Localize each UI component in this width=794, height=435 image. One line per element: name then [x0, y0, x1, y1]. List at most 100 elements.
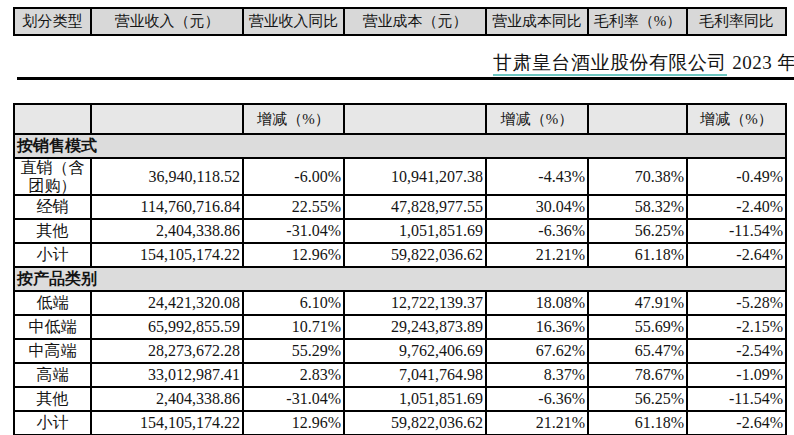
- revenue-cell: 154,105,174.22: [91, 243, 243, 267]
- revenue-cell: 36,940,118.52: [91, 158, 243, 195]
- col-header-revenue: 营业收入（元）: [91, 8, 243, 35]
- cost-yoy-cell: 16.36%: [486, 315, 588, 339]
- gross-margin-yoy-cell: -2.15%: [687, 315, 786, 339]
- gross-margin-cell: 55.69%: [588, 315, 687, 339]
- table-row-other-product: 其他 2,404,338.86 -31.04% 1,051,851.69 -6.…: [14, 387, 786, 411]
- gross-margin-cell: 61.18%: [588, 411, 687, 435]
- gross-margin-cell: 70.38%: [588, 158, 687, 195]
- revenue-yoy-cell: -31.04%: [243, 387, 344, 411]
- table-row-mid-high-end: 中高端 28,273,672.28 55.29% 9,762,406.69 67…: [14, 339, 786, 363]
- cost-yoy-cell: -4.43%: [486, 158, 588, 195]
- col-header-gross-margin-yoy: 毛利率同比: [687, 8, 786, 35]
- gross-margin-yoy-cell: -0.49%: [687, 158, 786, 195]
- subheader-cell: [588, 104, 687, 134]
- company-name-link[interactable]: 甘肃皇台酒业股份有限公司: [493, 52, 727, 76]
- cost-yoy-cell: -6.36%: [486, 387, 588, 411]
- revenue-cell: 24,421,320.08: [91, 291, 243, 315]
- cost-cell: 9,762,406.69: [344, 339, 486, 363]
- table-row-mid-low-end: 中低端 65,992,855.59 10.71% 29,243,873.89 1…: [14, 315, 786, 339]
- top-header-table: 划分类型 营业收入（元） 营业收入同比 营业成本（元） 营业成本同比 毛利率（%…: [13, 7, 787, 36]
- revenue-yoy-cell: 2.83%: [243, 363, 344, 387]
- cost-cell: 59,822,036.62: [344, 411, 486, 435]
- section-row-sales-mode: 按销售模式: [14, 134, 786, 158]
- revenue-cell: 154,105,174.22: [91, 411, 243, 435]
- cost-cell: 1,051,851.69: [344, 387, 486, 411]
- gross-margin-yoy-cell: -2.54%: [687, 339, 786, 363]
- row-label-cell: 小计: [14, 243, 91, 267]
- table-row-low-end: 低端 24,421,320.08 6.10% 12,722,139.37 18.…: [14, 291, 786, 315]
- revenue-cell: 65,992,855.59: [91, 315, 243, 339]
- col-header-type: 划分类型: [14, 8, 91, 35]
- revenue-yoy-cell: 55.29%: [243, 339, 344, 363]
- col-header-cost: 营业成本（元）: [344, 8, 486, 35]
- table-row-subtotal-sales-mode: 小计 154,105,174.22 12.96% 59,822,036.62 2…: [14, 243, 786, 267]
- gross-margin-cell: 61.18%: [588, 243, 687, 267]
- row-label-cell: 其他: [14, 387, 91, 411]
- cost-yoy-cell: 18.08%: [486, 291, 588, 315]
- gross-margin-cell: 47.91%: [588, 291, 687, 315]
- gross-margin-cell: 56.25%: [588, 387, 687, 411]
- table-row-other-sales-mode: 其他 2,404,338.86 -31.04% 1,051,851.69 -6.…: [14, 219, 786, 243]
- col-header-revenue-yoy: 营业收入同比: [243, 8, 344, 35]
- cost-yoy-cell: 21.21%: [486, 411, 588, 435]
- revenue-yoy-cell: 22.55%: [243, 195, 344, 219]
- section-title: 按销售模式: [14, 134, 786, 158]
- gross-margin-yoy-cell: -1.09%: [687, 363, 786, 387]
- row-label-cell: 中高端: [14, 339, 91, 363]
- cost-yoy-cell: 8.37%: [486, 363, 588, 387]
- gross-margin-yoy-cell: -2.64%: [687, 243, 786, 267]
- row-label-cell: 经销: [14, 195, 91, 219]
- revenue-cell: 2,404,338.86: [91, 387, 243, 411]
- row-label-cell: 高端: [14, 363, 91, 387]
- row-label-cell: 小计: [14, 411, 91, 435]
- cost-cell: 1,051,851.69: [344, 219, 486, 243]
- subheader-row: 增减（%） 增减（%） 增减（%）: [14, 104, 786, 134]
- report-page-header: 甘肃皇台酒业股份有限公司 2023 年年度报告全: [493, 50, 794, 76]
- revenue-cell: 28,273,672.28: [91, 339, 243, 363]
- revenue-cell: 33,012,987.41: [91, 363, 243, 387]
- subheader-cell: [344, 104, 486, 134]
- revenue-yoy-cell: 12.96%: [243, 243, 344, 267]
- cost-cell: 29,243,873.89: [344, 315, 486, 339]
- cost-cell: 10,941,207.38: [344, 158, 486, 195]
- cost-cell: 59,822,036.62: [344, 243, 486, 267]
- report-title-text: 2023 年年度报告全: [727, 52, 794, 73]
- table-row-direct-sales: 直销（含团购） 36,940,118.52 -6.00% 10,941,207.…: [14, 158, 786, 195]
- table-row-high-end: 高端 33,012,987.41 2.83% 7,041,764.98 8.37…: [14, 363, 786, 387]
- table-row-subtotal-product: 小计 154,105,174.22 12.96% 59,822,036.62 2…: [14, 411, 786, 435]
- gross-margin-yoy-cell: -2.40%: [687, 195, 786, 219]
- header-divider-rule: [17, 77, 794, 80]
- gross-margin-yoy-cell: -5.28%: [687, 291, 786, 315]
- subheader-cell: [91, 104, 243, 134]
- row-label-cell: 其他: [14, 219, 91, 243]
- subheader-change-pct: 增减（%）: [687, 104, 786, 134]
- row-label-cell: 低端: [14, 291, 91, 315]
- gross-margin-yoy-cell: -11.54%: [687, 387, 786, 411]
- cost-cell: 47,828,977.55: [344, 195, 486, 219]
- subheader-cell: [14, 104, 91, 134]
- section-row-product-category: 按产品类别: [14, 267, 786, 291]
- row-label-cell: 中低端: [14, 315, 91, 339]
- revenue-cell: 2,404,338.86: [91, 219, 243, 243]
- subheader-change-pct: 增减（%）: [243, 104, 344, 134]
- revenue-yoy-cell: -6.00%: [243, 158, 344, 195]
- gross-margin-cell: 78.67%: [588, 363, 687, 387]
- cost-yoy-cell: 30.04%: [486, 195, 588, 219]
- revenue-yoy-cell: -31.04%: [243, 219, 344, 243]
- cost-yoy-cell: 21.21%: [486, 243, 588, 267]
- col-header-cost-yoy: 营业成本同比: [486, 8, 588, 35]
- revenue-yoy-cell: 10.71%: [243, 315, 344, 339]
- revenue-yoy-cell: 12.96%: [243, 411, 344, 435]
- table-row-distribution: 经销 114,760,716.84 22.55% 47,828,977.55 3…: [14, 195, 786, 219]
- cost-cell: 12,722,139.37: [344, 291, 486, 315]
- cost-cell: 7,041,764.98: [344, 363, 486, 387]
- revenue-cell: 114,760,716.84: [91, 195, 243, 219]
- cost-yoy-cell: -6.36%: [486, 219, 588, 243]
- gross-margin-yoy-cell: -11.54%: [687, 219, 786, 243]
- section-title: 按产品类别: [14, 267, 786, 291]
- top-header-row: 划分类型 营业收入（元） 营业收入同比 营业成本（元） 营业成本同比 毛利率（%…: [14, 8, 786, 35]
- subheader-change-pct: 增减（%）: [486, 104, 588, 134]
- revenue-breakdown-table: 增减（%） 增减（%） 增减（%） 按销售模式 直销（含团购） 36,940,1…: [13, 103, 787, 435]
- row-label-cell: 直销（含团购）: [14, 158, 91, 195]
- gross-margin-yoy-cell: -2.64%: [687, 411, 786, 435]
